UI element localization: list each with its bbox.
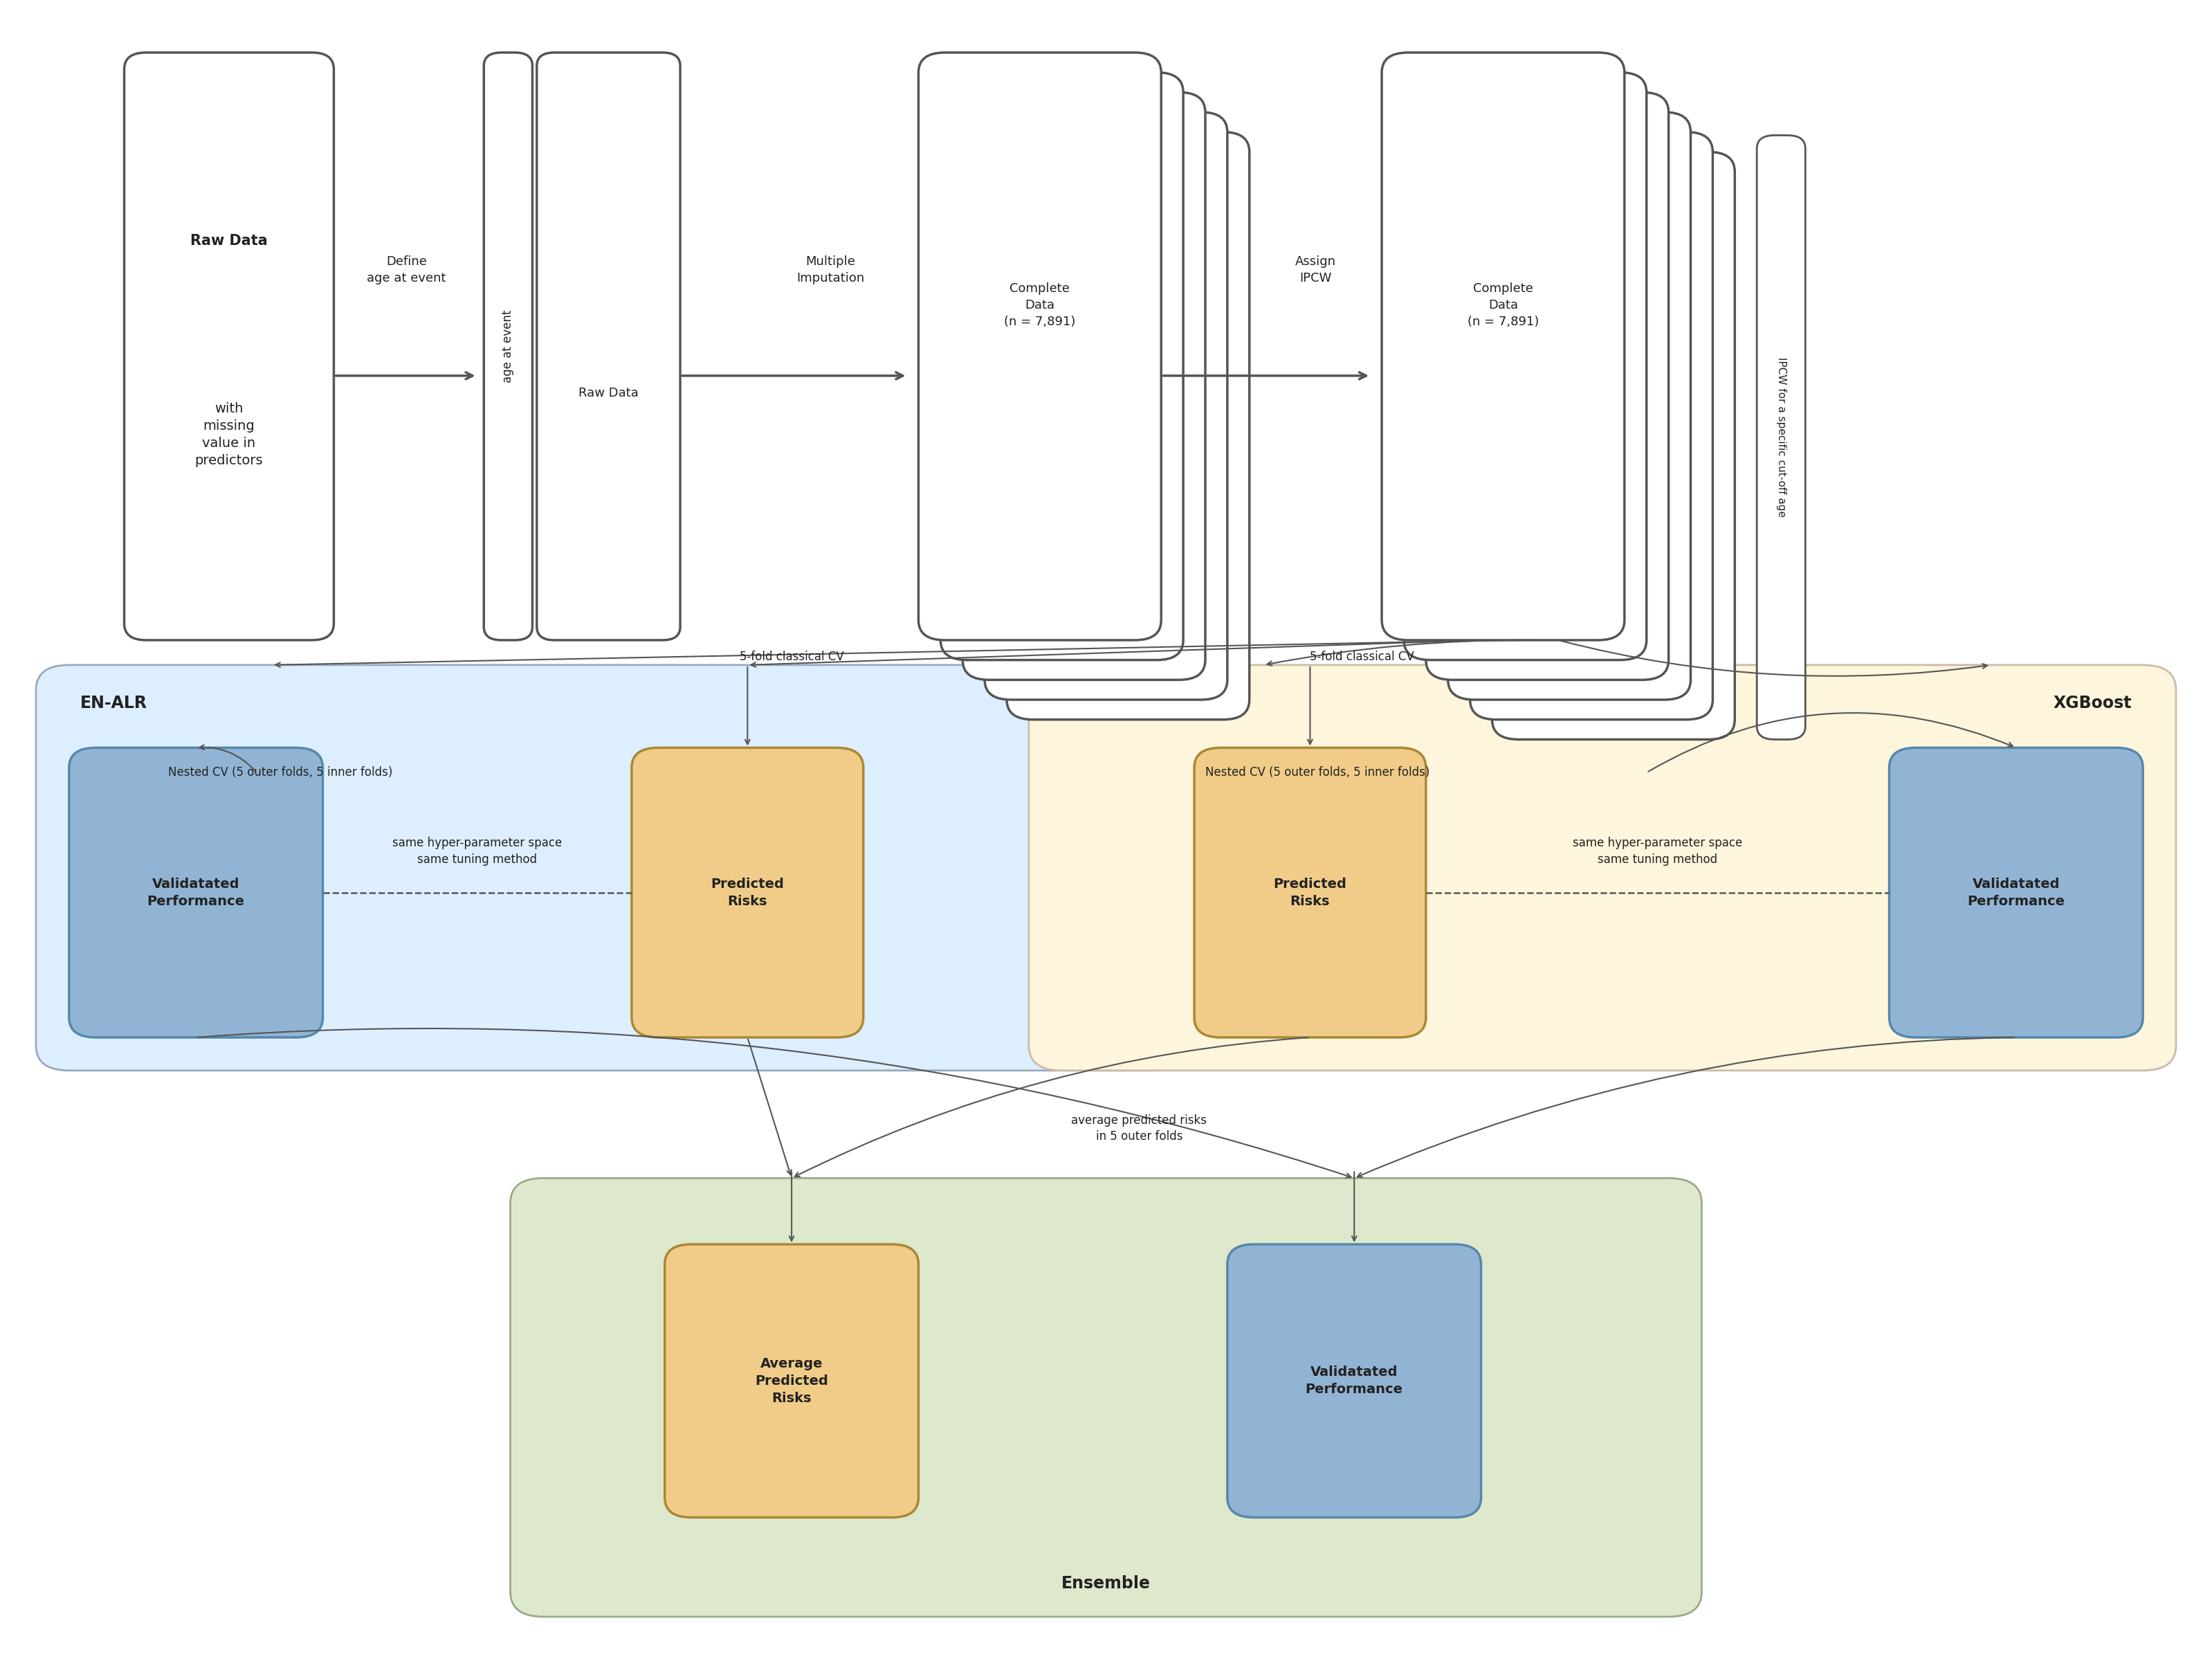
Text: Validatated
Performance: Validatated Performance <box>148 877 246 909</box>
FancyBboxPatch shape <box>1493 151 1734 739</box>
Text: EN-ALR: EN-ALR <box>80 694 148 711</box>
Text: Multiple
Imputation: Multiple Imputation <box>796 256 865 284</box>
FancyBboxPatch shape <box>1382 53 1624 639</box>
FancyBboxPatch shape <box>69 747 323 1038</box>
Text: Define
age at event: Define age at event <box>367 256 447 284</box>
Text: Assign
IPCW: Assign IPCW <box>1296 256 1336 284</box>
Text: average predicted risks
in 5 outer folds: average predicted risks in 5 outer folds <box>1071 1115 1208 1143</box>
FancyBboxPatch shape <box>1029 664 2177 1070</box>
FancyBboxPatch shape <box>1471 131 1712 719</box>
FancyBboxPatch shape <box>1449 113 1690 699</box>
Text: Validatated
Performance: Validatated Performance <box>1966 877 2064 909</box>
Text: Validatated
Performance: Validatated Performance <box>1305 1365 1402 1397</box>
Text: same hyper-parameter space
same tuning method: same hyper-parameter space same tuning m… <box>1573 837 1743 865</box>
FancyBboxPatch shape <box>1405 73 1646 659</box>
Text: Average
Predicted
Risks: Average Predicted Risks <box>754 1357 827 1405</box>
Text: with
missing
value in
predictors: with missing value in predictors <box>195 402 263 467</box>
Text: IPCW for a specific cut-off age: IPCW for a specific cut-off age <box>1776 357 1787 517</box>
FancyBboxPatch shape <box>666 1244 918 1518</box>
FancyBboxPatch shape <box>1228 1244 1482 1518</box>
FancyBboxPatch shape <box>484 53 533 639</box>
Text: Ensemble: Ensemble <box>1062 1575 1150 1591</box>
FancyBboxPatch shape <box>1756 135 1805 739</box>
FancyBboxPatch shape <box>940 73 1183 659</box>
FancyBboxPatch shape <box>962 93 1206 679</box>
Text: Raw Data: Raw Data <box>190 234 268 247</box>
Text: 5-fold classical CV: 5-fold classical CV <box>1310 651 1413 663</box>
Text: Complete
Data
(n = 7,891): Complete Data (n = 7,891) <box>1004 282 1075 327</box>
Text: Nested CV (5 outer folds, 5 inner folds): Nested CV (5 outer folds, 5 inner folds) <box>168 766 394 779</box>
FancyBboxPatch shape <box>511 1178 1701 1616</box>
Text: Complete
Data
(n = 7,891): Complete Data (n = 7,891) <box>1467 282 1540 327</box>
Text: XGBoost: XGBoost <box>2053 694 2132 711</box>
Text: Raw Data: Raw Data <box>580 387 639 400</box>
FancyBboxPatch shape <box>35 664 1183 1070</box>
Text: Predicted
Risks: Predicted Risks <box>710 877 783 909</box>
FancyBboxPatch shape <box>984 113 1228 699</box>
FancyBboxPatch shape <box>538 53 681 639</box>
Text: Nested CV (5 outer folds, 5 inner folds): Nested CV (5 outer folds, 5 inner folds) <box>1206 766 1429 779</box>
FancyBboxPatch shape <box>124 53 334 639</box>
Text: 5-fold classical CV: 5-fold classical CV <box>739 651 843 663</box>
FancyBboxPatch shape <box>1006 131 1250 719</box>
Text: age at event: age at event <box>502 311 515 382</box>
FancyBboxPatch shape <box>918 53 1161 639</box>
FancyBboxPatch shape <box>1889 747 2143 1038</box>
FancyBboxPatch shape <box>1194 747 1427 1038</box>
Text: same hyper-parameter space
same tuning method: same hyper-parameter space same tuning m… <box>392 837 562 865</box>
FancyBboxPatch shape <box>1427 93 1668 679</box>
Text: Predicted
Risks: Predicted Risks <box>1274 877 1347 909</box>
FancyBboxPatch shape <box>633 747 863 1038</box>
